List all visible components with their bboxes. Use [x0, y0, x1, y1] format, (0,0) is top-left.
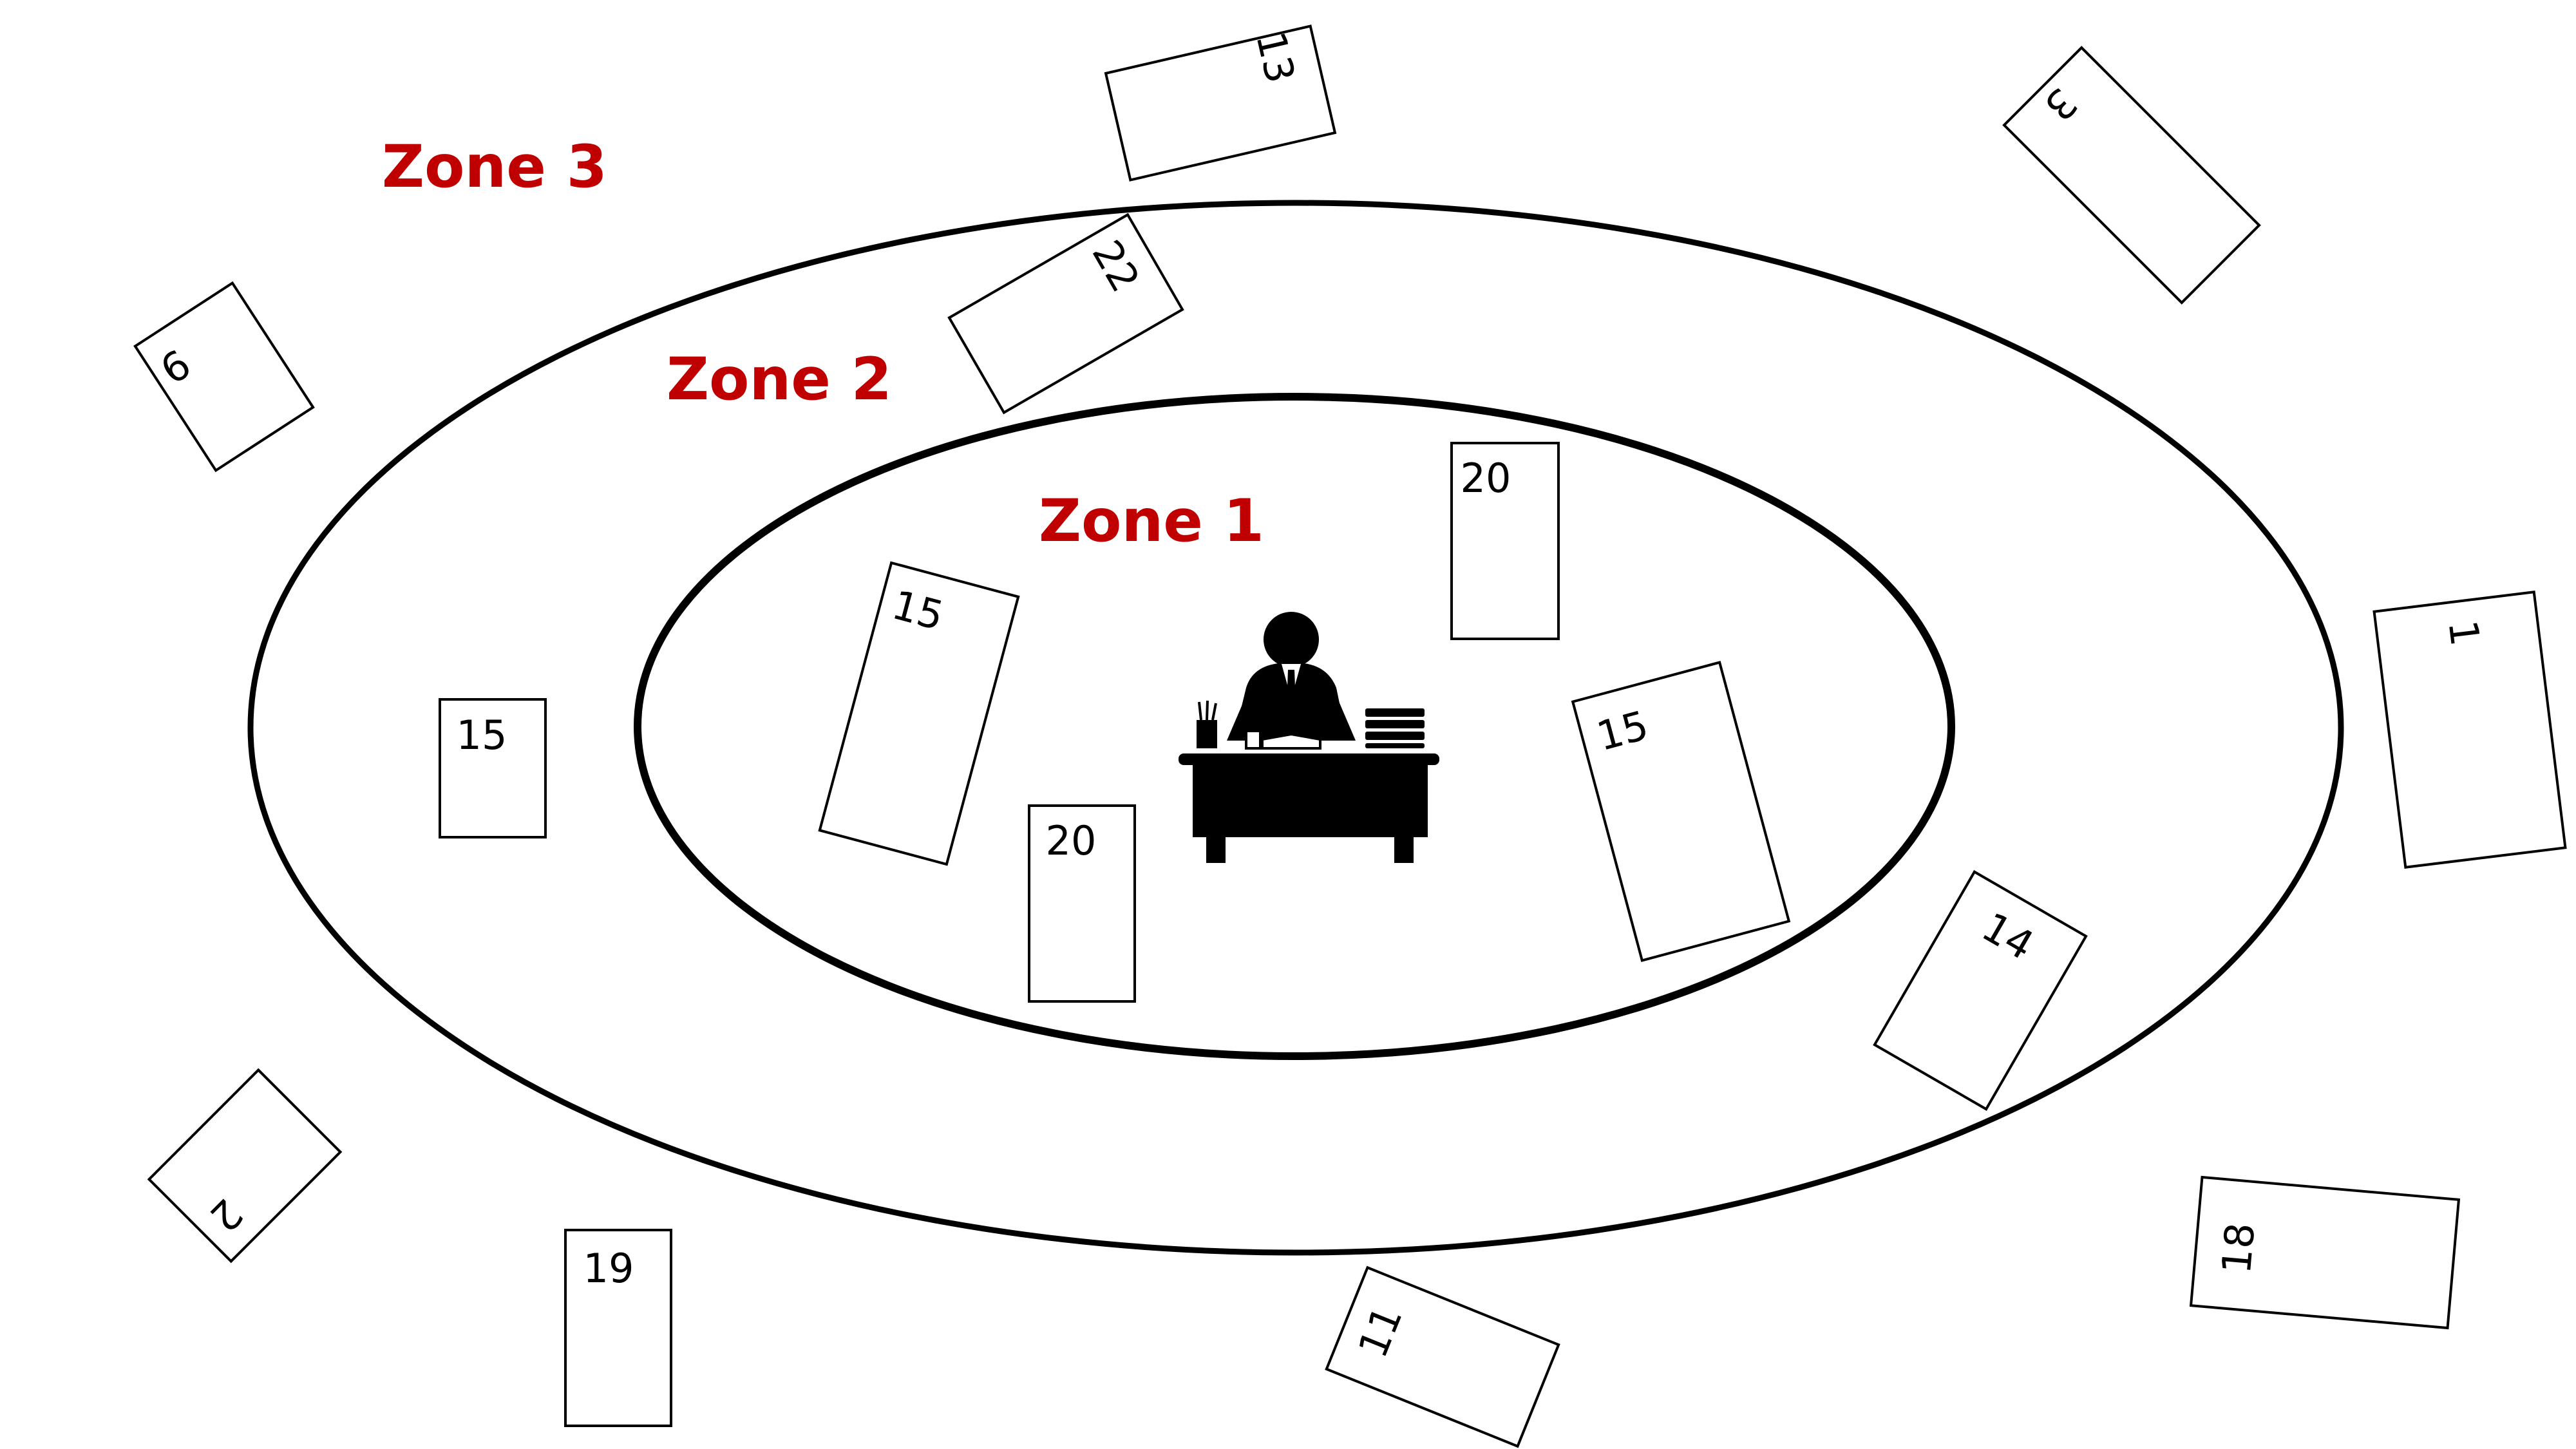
card-9: 9 [133, 281, 315, 473]
zone-3-label: Zone 3 [382, 133, 607, 201]
card-15-outer-left: 15 [439, 698, 547, 838]
card-number: 18 [2213, 1221, 2264, 1276]
card-14: 14 [1873, 870, 2088, 1111]
card-13: 13 [1104, 24, 1337, 182]
card-2: 2 [147, 1068, 343, 1264]
card-20-top: 20 [1450, 442, 1560, 640]
card-number: 1 [2439, 618, 2488, 649]
zone-2-label: Zone 2 [667, 346, 892, 413]
card-3: 3 [2002, 46, 2261, 305]
card-number: 13 [1247, 27, 1304, 87]
zone-1-boundary [634, 393, 1955, 1060]
card-number: 19 [583, 1245, 634, 1292]
card-number: 20 [1461, 455, 1511, 502]
card-11: 11 [1325, 1265, 1560, 1448]
card-15-right: 15 [1571, 661, 1791, 962]
card-20-bottom: 20 [1028, 804, 1136, 1003]
card-18: 18 [2189, 1175, 2461, 1330]
card-number: 15 [457, 712, 507, 759]
zone-1-label: Zone 1 [1039, 488, 1264, 555]
card-15-left-inner: 15 [818, 561, 1020, 866]
card-number: 20 [1046, 817, 1097, 864]
card-1: 1 [2372, 591, 2567, 869]
zone-2-boundary [247, 200, 2344, 1256]
person-at-desk-icon [1179, 612, 1439, 863]
card-19: 19 [564, 1229, 672, 1427]
card-22: 22 [947, 213, 1184, 415]
